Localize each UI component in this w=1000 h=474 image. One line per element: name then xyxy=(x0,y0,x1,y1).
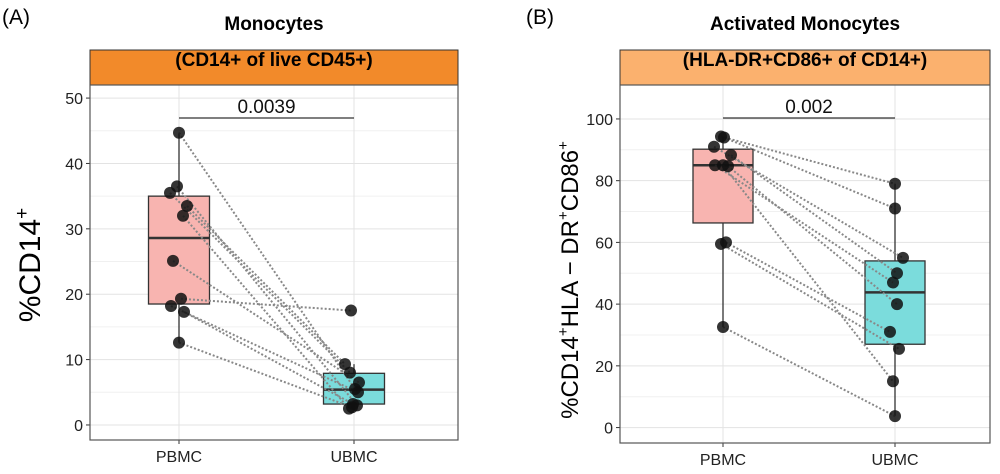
data-point-ubmc xyxy=(884,325,896,338)
data-point-pbmc xyxy=(173,126,185,139)
y-tick-label: 0 xyxy=(604,421,613,438)
panel-title-line2: (HLA-DR+CD86+ of CD14+) xyxy=(683,50,927,71)
paired-line xyxy=(178,341,353,409)
y-tick-label: 40 xyxy=(595,297,613,314)
x-tick-label: PBMC xyxy=(700,452,746,469)
paired-line xyxy=(720,243,900,350)
paired-line xyxy=(172,260,360,384)
paired-line xyxy=(723,136,896,210)
plot-border xyxy=(89,84,459,441)
data-point-pbmc xyxy=(164,186,176,199)
data-point-ubmc xyxy=(352,386,364,399)
data-point-ubmc xyxy=(891,298,903,311)
p-value-label: 0.0039 xyxy=(237,97,295,118)
paired-line xyxy=(180,297,352,312)
data-point-pbmc xyxy=(717,159,729,172)
panel-header xyxy=(619,49,991,86)
data-point-pbmc xyxy=(725,149,737,162)
paired-line xyxy=(186,205,346,365)
paired-line xyxy=(169,192,351,374)
data-point-ubmc xyxy=(345,304,357,317)
data-point-pbmc xyxy=(167,254,179,267)
y-tick-label: 40 xyxy=(65,156,83,173)
data-point-ubmc xyxy=(891,267,903,280)
data-point-ubmc xyxy=(339,358,351,371)
data-point-ubmc xyxy=(353,376,365,389)
x-tick-label: UBMC xyxy=(871,452,918,469)
data-point-pbmc xyxy=(178,305,190,318)
y-tick-label: 60 xyxy=(595,235,613,252)
paired-line xyxy=(182,215,350,410)
y-tick-label: 100 xyxy=(586,112,613,129)
panel-title-line2: (CD14+ of live CD45+) xyxy=(175,50,372,71)
data-point-pbmc xyxy=(173,336,185,349)
x-tick-label: UBMC xyxy=(330,449,377,466)
y-tick-label: 0 xyxy=(74,418,83,435)
data-point-ubmc xyxy=(893,342,905,355)
data-point-pbmc xyxy=(175,292,187,305)
paired-line xyxy=(176,185,358,406)
panel-label: (B) xyxy=(526,6,554,29)
panel-title-line1: Monocytes xyxy=(224,14,323,35)
panel-label: (A) xyxy=(2,6,30,29)
panel-header xyxy=(89,49,459,86)
paired-line xyxy=(183,310,354,405)
data-point-ubmc xyxy=(889,410,901,423)
panel-a: (A) Monocytes (CD14+ of live CD45+) %CD1… xyxy=(2,6,459,466)
y-tick-label: 80 xyxy=(595,174,613,191)
y-tick-label: 30 xyxy=(65,222,83,239)
paired-line xyxy=(722,164,894,382)
data-point-pbmc xyxy=(718,131,730,144)
y-tick-label: 50 xyxy=(65,91,83,108)
y-axis-label: %CD14+ xyxy=(12,208,47,322)
plot-border xyxy=(619,84,991,444)
paired-line xyxy=(725,241,891,333)
y-tick-label: 10 xyxy=(65,353,83,370)
paired-line xyxy=(722,326,896,418)
data-point-pbmc xyxy=(715,237,727,250)
data-point-pbmc xyxy=(708,140,720,153)
data-point-pbmc xyxy=(165,299,177,312)
x-tick-label: PBMC xyxy=(156,449,202,466)
data-point-pbmc xyxy=(181,199,193,212)
data-point-ubmc xyxy=(346,401,358,414)
paired-line xyxy=(727,165,898,305)
y-axis-label: %CD14+HLA − DR+CD86+ xyxy=(555,141,584,419)
p-value-label: 0.002 xyxy=(785,97,833,118)
data-point-ubmc xyxy=(889,177,901,190)
data-point-ubmc xyxy=(889,202,901,215)
paired-line xyxy=(714,164,894,284)
paired-line xyxy=(730,154,898,275)
data-point-ubmc xyxy=(887,276,899,289)
panel-b: (B) Activated Monocytes (HLA-DR+CD86+ of… xyxy=(526,6,991,469)
y-tick-label: 20 xyxy=(595,359,613,376)
y-tick-label: 20 xyxy=(65,287,83,304)
data-point-pbmc xyxy=(717,320,729,333)
data-point-ubmc xyxy=(887,375,899,388)
data-point-pbmc xyxy=(177,209,189,222)
panel-title-line1: Activated Monocytes xyxy=(710,14,900,35)
data-point-ubmc xyxy=(897,251,909,264)
